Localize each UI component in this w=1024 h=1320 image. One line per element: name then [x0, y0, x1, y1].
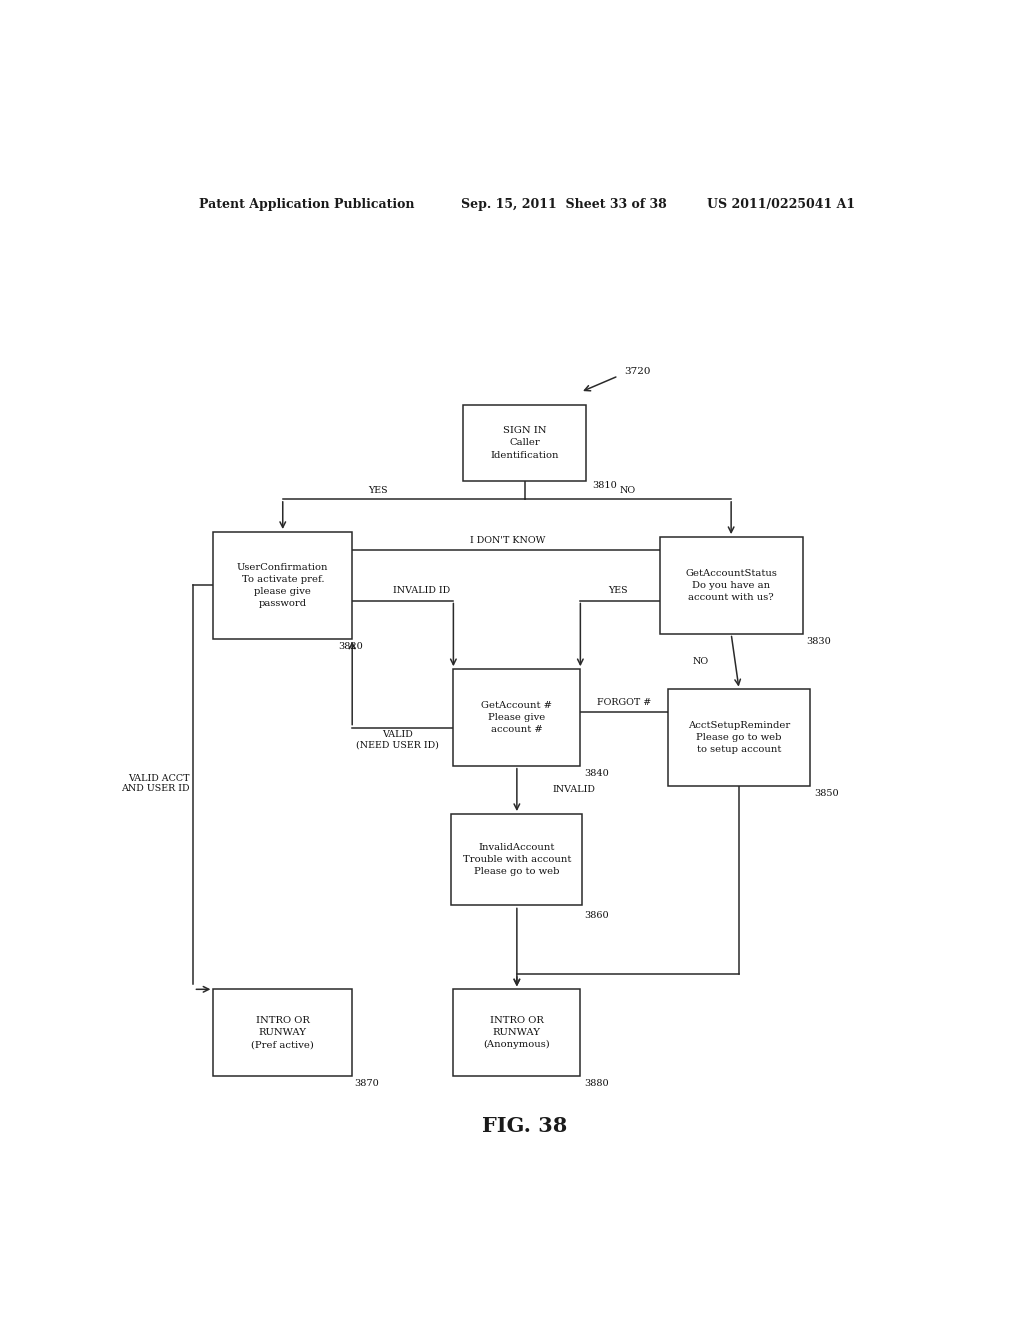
Text: YES: YES — [369, 486, 388, 495]
Text: Sep. 15, 2011  Sheet 33 of 38: Sep. 15, 2011 Sheet 33 of 38 — [461, 198, 667, 211]
Text: GetAccount #
Please give
account #: GetAccount # Please give account # — [481, 701, 552, 734]
Text: 3850: 3850 — [814, 789, 839, 799]
Text: INTRO OR
RUNWAY
(Anonymous): INTRO OR RUNWAY (Anonymous) — [483, 1016, 550, 1049]
Text: 3810: 3810 — [592, 482, 617, 490]
Text: Patent Application Publication: Patent Application Publication — [200, 198, 415, 211]
Text: 3720: 3720 — [624, 367, 650, 376]
Text: 3870: 3870 — [354, 1078, 379, 1088]
Text: VALID ACCT
AND USER ID: VALID ACCT AND USER ID — [121, 774, 189, 793]
Text: 3880: 3880 — [585, 1078, 609, 1088]
Text: US 2011/0225041 A1: US 2011/0225041 A1 — [708, 198, 855, 211]
Text: 3830: 3830 — [807, 636, 831, 645]
Text: FORGOT #: FORGOT # — [597, 698, 651, 706]
Text: VALID
(NEED USER ID): VALID (NEED USER ID) — [356, 730, 439, 750]
Text: SIGN IN
Caller
Identification: SIGN IN Caller Identification — [490, 426, 559, 459]
Text: AcctSetupReminder
Please go to web
to setup account: AcctSetupReminder Please go to web to se… — [688, 721, 791, 755]
Text: 3860: 3860 — [585, 911, 609, 920]
Text: GetAccountStatus
Do you have an
account with us?: GetAccountStatus Do you have an account … — [685, 569, 777, 602]
Text: I DON'T KNOW: I DON'T KNOW — [470, 536, 545, 545]
FancyBboxPatch shape — [463, 405, 587, 480]
Text: INVALID: INVALID — [553, 785, 595, 795]
Text: 3840: 3840 — [585, 768, 609, 777]
FancyBboxPatch shape — [213, 532, 352, 639]
FancyBboxPatch shape — [454, 989, 581, 1076]
Text: NO: NO — [693, 657, 709, 667]
Text: 3820: 3820 — [338, 642, 364, 651]
Text: NO: NO — [620, 486, 636, 495]
Text: INTRO OR
RUNWAY
(Pref active): INTRO OR RUNWAY (Pref active) — [251, 1016, 314, 1049]
Text: YES: YES — [608, 586, 629, 595]
Text: INVALID ID: INVALID ID — [393, 586, 451, 595]
Text: FIG. 38: FIG. 38 — [482, 1115, 567, 1137]
FancyBboxPatch shape — [659, 537, 803, 634]
FancyBboxPatch shape — [454, 669, 581, 766]
FancyBboxPatch shape — [452, 814, 583, 906]
Text: UserConfirmation
To activate pref.
please give
password: UserConfirmation To activate pref. pleas… — [237, 562, 329, 609]
Text: InvalidAccount
Trouble with account
Please go to web: InvalidAccount Trouble with account Plea… — [463, 843, 571, 876]
FancyBboxPatch shape — [668, 689, 811, 785]
FancyBboxPatch shape — [213, 989, 352, 1076]
